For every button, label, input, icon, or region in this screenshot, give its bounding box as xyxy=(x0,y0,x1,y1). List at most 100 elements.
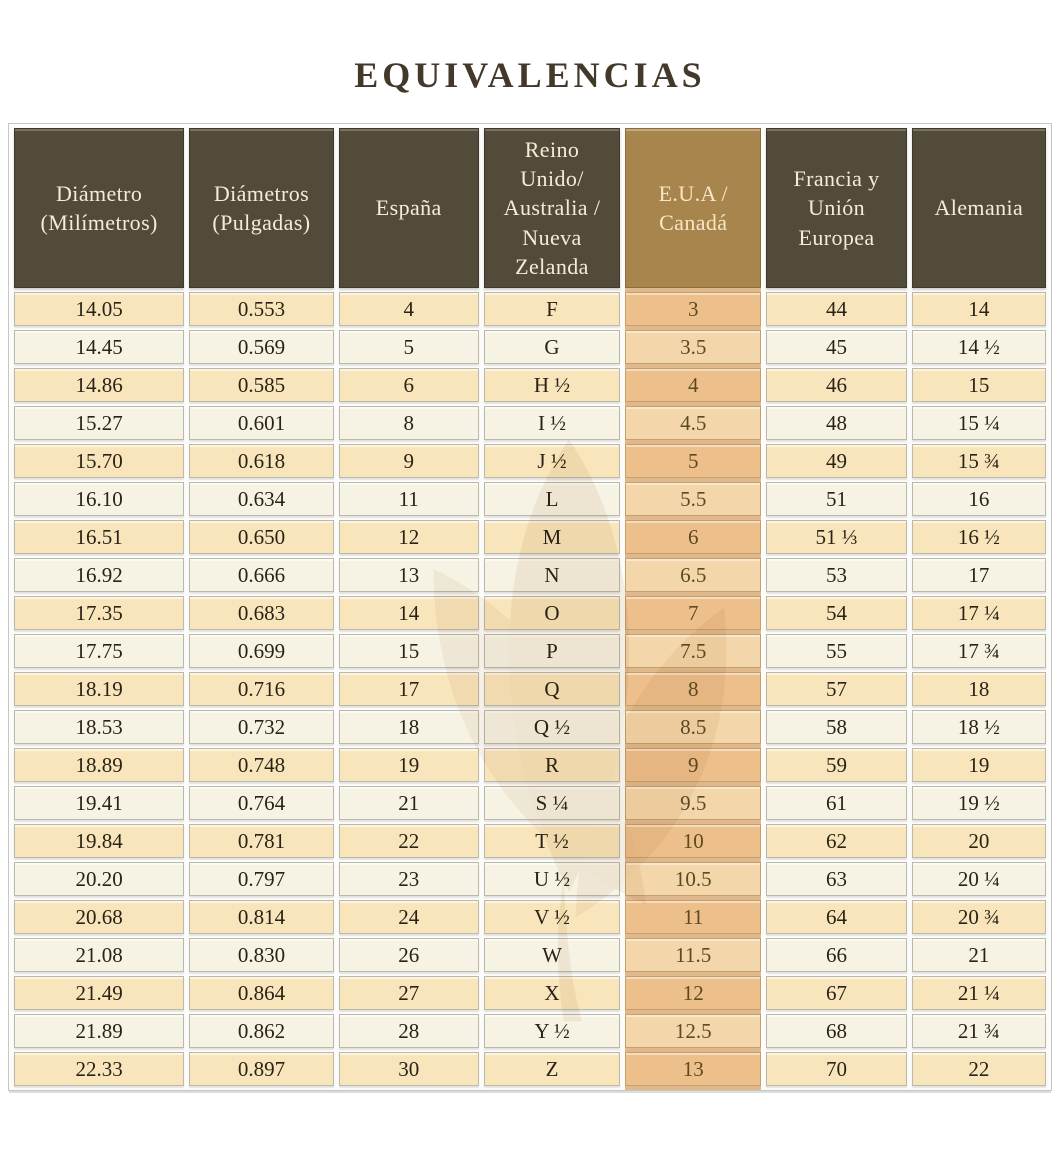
cell-espana: 26 xyxy=(338,938,479,972)
table-row: 16.10 0.634 11 L 5.5 51 16 xyxy=(14,482,1046,516)
cell-eua-canada: 3.5 xyxy=(625,330,762,364)
cell-diametro-mm: 21.08 xyxy=(14,938,185,972)
cell-diametro-mm: 16.10 xyxy=(14,482,185,516)
cell-uk-australia-nz: N xyxy=(483,558,621,592)
cell-eua-canada: 4 xyxy=(625,368,762,402)
cell-espana: 8 xyxy=(338,406,479,440)
cell-uk-australia-nz: Q ½ xyxy=(483,710,621,744)
cell-espana: 18 xyxy=(338,710,479,744)
cell-uk-australia-nz: O xyxy=(483,596,621,630)
header-eua-canada: E.U.A / Canadá xyxy=(625,128,762,288)
cell-francia-ue: 67 xyxy=(766,976,907,1010)
cell-alemania: 16 ½ xyxy=(911,520,1046,554)
cell-alemania: 21 xyxy=(911,938,1046,972)
table-row: 15.27 0.601 8 I ½ 4.5 48 15 ¼ xyxy=(14,406,1046,440)
table-row: 15.70 0.618 9 J ½ 5 49 15 ¾ xyxy=(14,444,1046,478)
cell-diametro-pulgadas: 0.569 xyxy=(189,330,334,364)
cell-uk-australia-nz: J ½ xyxy=(483,444,621,478)
cell-diametro-mm: 21.49 xyxy=(14,976,185,1010)
cell-diametro-pulgadas: 0.814 xyxy=(189,900,334,934)
cell-uk-australia-nz: Q xyxy=(483,672,621,706)
cell-alemania: 20 ¼ xyxy=(911,862,1046,896)
cell-eua-canada: 13 xyxy=(625,1052,762,1086)
cell-espana: 12 xyxy=(338,520,479,554)
cell-francia-ue: 53 xyxy=(766,558,907,592)
table-row: 20.20 0.797 23 U ½ 10.5 63 20 ¼ xyxy=(14,862,1046,896)
cell-diametro-mm: 16.51 xyxy=(14,520,185,554)
cell-francia-ue: 55 xyxy=(766,634,907,668)
cell-francia-ue: 48 xyxy=(766,406,907,440)
cell-francia-ue: 57 xyxy=(766,672,907,706)
cell-espana: 23 xyxy=(338,862,479,896)
table-row: 14.86 0.585 6 H ½ 4 46 15 xyxy=(14,368,1046,402)
cell-uk-australia-nz: W xyxy=(483,938,621,972)
cell-diametro-mm: 19.41 xyxy=(14,786,185,820)
cell-alemania: 15 xyxy=(911,368,1046,402)
table-row: 19.41 0.764 21 S ¼ 9.5 61 19 ½ xyxy=(14,786,1046,820)
cell-uk-australia-nz: U ½ xyxy=(483,862,621,896)
cell-diametro-mm: 14.86 xyxy=(14,368,185,402)
cell-espana: 30 xyxy=(338,1052,479,1086)
cell-diametro-mm: 22.33 xyxy=(14,1052,185,1086)
cell-diametro-mm: 18.89 xyxy=(14,748,185,782)
cell-uk-australia-nz: L xyxy=(483,482,621,516)
cell-uk-australia-nz: X xyxy=(483,976,621,1010)
cell-eua-canada: 12 xyxy=(625,976,762,1010)
cell-espana: 24 xyxy=(338,900,479,934)
table-row: 16.92 0.666 13 N 6.5 53 17 xyxy=(14,558,1046,592)
cell-alemania: 15 ¾ xyxy=(911,444,1046,478)
cell-espana: 19 xyxy=(338,748,479,782)
cell-diametro-pulgadas: 0.716 xyxy=(189,672,334,706)
page-title: EQUIVALENCIAS xyxy=(354,55,706,95)
cell-eua-canada: 8.5 xyxy=(625,710,762,744)
cell-alemania: 17 ¼ xyxy=(911,596,1046,630)
cell-eua-canada: 4.5 xyxy=(625,406,762,440)
cell-alemania: 19 xyxy=(911,748,1046,782)
cell-espana: 17 xyxy=(338,672,479,706)
cell-diametro-mm: 20.68 xyxy=(14,900,185,934)
cell-eua-canada: 8 xyxy=(625,672,762,706)
cell-diametro-mm: 21.89 xyxy=(14,1014,185,1048)
table-row: 18.53 0.732 18 Q ½ 8.5 58 18 ½ xyxy=(14,710,1046,744)
table-frame: Diámetro (Milímetros) Diámetros (Pulgadas… xyxy=(8,123,1052,1091)
header-espana: España xyxy=(338,128,479,288)
cell-francia-ue: 59 xyxy=(766,748,907,782)
cell-diametro-pulgadas: 0.634 xyxy=(189,482,334,516)
cell-diametro-pulgadas: 0.683 xyxy=(189,596,334,630)
cell-espana: 4 xyxy=(338,292,479,326)
header-uk-australia-nz: Reino Unido/ Australia / Nueva Zelanda xyxy=(483,128,621,288)
cell-eua-canada: 7.5 xyxy=(625,634,762,668)
header-alemania: Alemania xyxy=(911,128,1046,288)
cell-alemania: 19 ½ xyxy=(911,786,1046,820)
cell-diametro-pulgadas: 0.650 xyxy=(189,520,334,554)
cell-alemania: 21 ¼ xyxy=(911,976,1046,1010)
table-row: 20.68 0.814 24 V ½ 11 64 20 ¾ xyxy=(14,900,1046,934)
cell-francia-ue: 63 xyxy=(766,862,907,896)
cell-espana: 28 xyxy=(338,1014,479,1048)
cell-uk-australia-nz: V ½ xyxy=(483,900,621,934)
cell-uk-australia-nz: S ¼ xyxy=(483,786,621,820)
cell-diametro-pulgadas: 0.830 xyxy=(189,938,334,972)
cell-uk-australia-nz: M xyxy=(483,520,621,554)
cell-alemania: 15 ¼ xyxy=(911,406,1046,440)
cell-eua-canada: 11 xyxy=(625,900,762,934)
cell-espana: 5 xyxy=(338,330,479,364)
cell-diametro-pulgadas: 0.764 xyxy=(189,786,334,820)
cell-espana: 21 xyxy=(338,786,479,820)
cell-uk-australia-nz: F xyxy=(483,292,621,326)
cell-espana: 27 xyxy=(338,976,479,1010)
table-row: 18.89 0.748 19 R 9 59 19 xyxy=(14,748,1046,782)
cell-alemania: 17 xyxy=(911,558,1046,592)
cell-alemania: 14 ½ xyxy=(911,330,1046,364)
table-row: 21.89 0.862 28 Y ½ 12.5 68 21 ¾ xyxy=(14,1014,1046,1048)
table-row: 16.51 0.650 12 M 6 51 ⅓ 16 ½ xyxy=(14,520,1046,554)
cell-diametro-pulgadas: 0.585 xyxy=(189,368,334,402)
cell-uk-australia-nz: R xyxy=(483,748,621,782)
cell-francia-ue: 49 xyxy=(766,444,907,478)
cell-francia-ue: 44 xyxy=(766,292,907,326)
table-row: 17.75 0.699 15 P 7.5 55 17 ¾ xyxy=(14,634,1046,668)
cell-diametro-pulgadas: 0.699 xyxy=(189,634,334,668)
cell-francia-ue: 58 xyxy=(766,710,907,744)
cell-eua-canada: 6 xyxy=(625,520,762,554)
cell-diametro-pulgadas: 0.897 xyxy=(189,1052,334,1086)
